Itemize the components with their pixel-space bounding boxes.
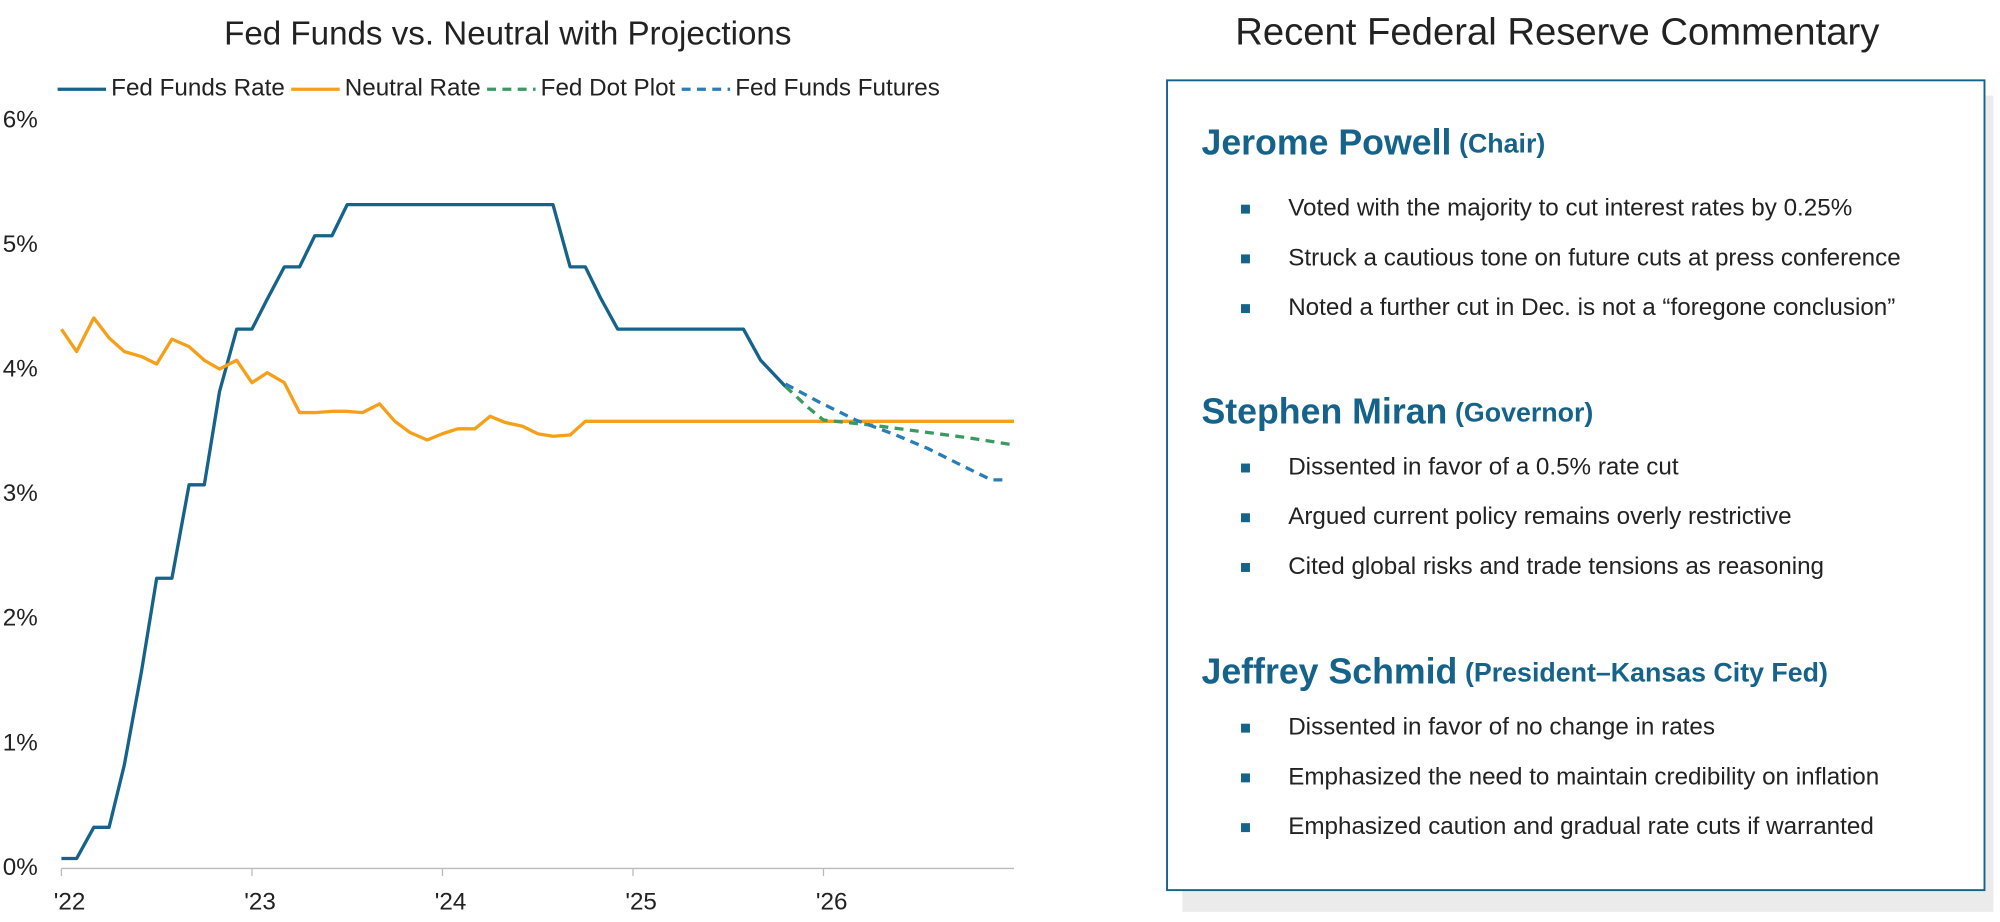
y-tick-label: 6% (3, 107, 38, 134)
series-line (61, 202, 787, 861)
bullet (1241, 823, 1250, 833)
x-tick-label: '23 (244, 888, 276, 915)
member-point: Dissented in favor of a 0.5% rate cut (1288, 453, 1679, 480)
member-name: Stephen Miran (1201, 392, 1447, 432)
x-tick-label: '26 (816, 888, 848, 915)
legend-label: Neutral Rate (345, 75, 481, 102)
member-name: Jerome Powell (1201, 123, 1451, 163)
bullet (1241, 563, 1250, 572)
member-point: Dissented in favor of no change in rates (1288, 714, 1715, 741)
bullet (1241, 723, 1250, 733)
chart-title: Fed Funds vs. Neutral with Projections (224, 15, 791, 52)
bullet (1241, 254, 1250, 264)
member-role: (Governor) (1455, 398, 1593, 428)
y-tick-label: 5% (3, 231, 38, 258)
commentary-panel (1166, 79, 1986, 892)
member-point: Voted with the majority to cut interest … (1288, 195, 1852, 222)
member-point: Emphasized caution and gradual rate cuts… (1288, 813, 1874, 840)
member-heading: Jeffrey Schmid (President–Kansas City Fed… (1201, 652, 1827, 692)
x-tick-label: '25 (625, 888, 657, 915)
bullet (1241, 773, 1250, 783)
y-tick-label: 3% (3, 480, 38, 507)
x-tick-label: '22 (54, 888, 86, 915)
panel-title: Recent Federal Reserve Commentary (1235, 11, 1880, 54)
legend-label: Fed Funds Rate (111, 75, 285, 102)
bullet (1241, 304, 1250, 314)
legend-label: Fed Dot Plot (541, 75, 676, 102)
member-point: Noted a further cut in Dec. is not a “fo… (1288, 294, 1895, 321)
x-tick-label: '24 (435, 888, 467, 915)
member-point: Cited global risks and trade tensions as… (1288, 553, 1824, 580)
bullet (1241, 513, 1250, 523)
member-heading: Jerome Powell (Chair) (1201, 123, 1545, 163)
bullet (1241, 204, 1250, 214)
member-name: Jeffrey Schmid (1201, 652, 1457, 692)
y-tick-label: 2% (3, 605, 38, 632)
bullet (1241, 463, 1250, 473)
member-role: (President–Kansas City Fed) (1465, 658, 1828, 688)
series-line (784, 382, 1009, 482)
y-tick-label: 1% (3, 729, 38, 756)
member-point: Emphasized the need to maintain credibil… (1288, 763, 1879, 790)
member-point: Struck a cautious tone on future cuts at… (1288, 244, 1901, 271)
member-heading: Stephen Miran (Governor) (1201, 392, 1593, 432)
y-tick-label: 4% (3, 356, 38, 383)
member-point: Argued current policy remains overly res… (1288, 503, 1791, 530)
member-role: (Chair) (1459, 128, 1545, 158)
series-line (60, 316, 1015, 442)
y-tick-label: 0% (3, 854, 38, 881)
legend-label: Fed Funds Futures (735, 75, 940, 102)
